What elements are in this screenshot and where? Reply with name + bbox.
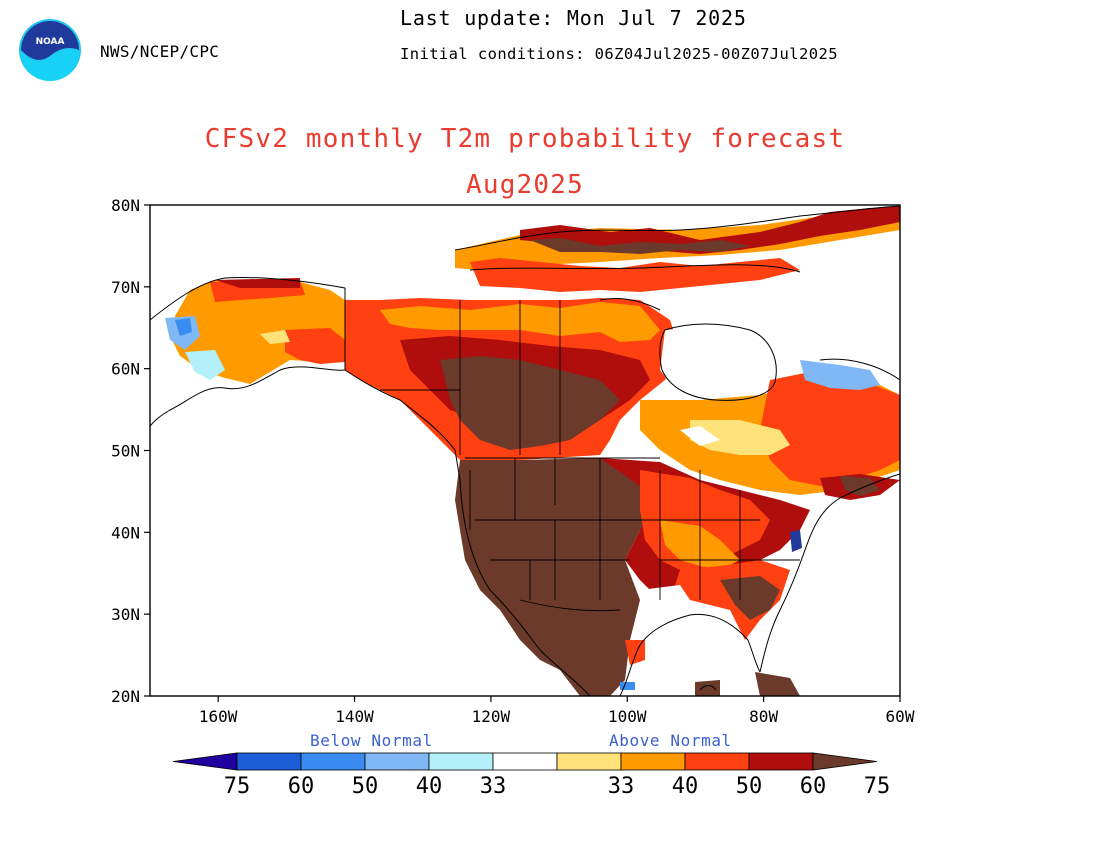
colorbar-tick-label: 40 [416, 774, 443, 799]
colorbar-tick-label: 33 [480, 774, 507, 799]
lat-label: 20N [111, 687, 140, 706]
colorbar-tick-label: 40 [672, 774, 699, 799]
lat-label: 50N [111, 442, 140, 461]
lat-label: 80N [111, 196, 140, 215]
axis-ticks [144, 204, 901, 702]
below-40-swatch [364, 752, 430, 771]
colorbar-tick-label: 75 [224, 774, 251, 799]
colorbar-tick-label: 50 [352, 774, 379, 799]
coastlines [150, 205, 900, 696]
above-60-swatch [748, 752, 814, 771]
lon-label: 140W [335, 707, 374, 726]
latitude-labels: 80N 70N 60N 50N 40N 30N 20N [111, 196, 140, 706]
colorbar-tick-label: 75 [864, 774, 891, 799]
agency-name: NWS/NCEP/CPC [100, 42, 220, 61]
lon-label: 60W [886, 707, 915, 726]
longitude-labels: 160W 140W 120W 100W 80W 60W [199, 707, 915, 726]
lat-label: 30N [111, 605, 140, 624]
lat-label: 40N [111, 523, 140, 542]
below-normal-label: Below Normal [310, 731, 433, 750]
colorbar-tick-label: 50 [736, 774, 763, 799]
above-75-swatch [812, 752, 878, 771]
colorbar-tick-label: 60 [800, 774, 827, 799]
lon-label: 160W [199, 707, 238, 726]
map-title: CFSv2 monthly T2m probability forecast [204, 124, 846, 154]
colorbar-tick-label: 33 [608, 774, 635, 799]
above-33-swatch [556, 752, 622, 771]
below-75-swatch [172, 752, 238, 771]
map-subtitle: Aug2025 [466, 170, 584, 200]
colorbar [172, 752, 878, 771]
lon-label: 100W [608, 707, 647, 726]
initial-conditions-text: Initial conditions: 06Z04Jul2025-00Z07Ju… [400, 45, 838, 63]
map-content [150, 205, 900, 696]
below-33-swatch [428, 752, 494, 771]
noaa-logo: NOAA [19, 19, 81, 81]
colorbar-tick-label: 60 [288, 774, 315, 799]
normal-swatch [492, 752, 558, 771]
above-normal-label: Above Normal [609, 731, 732, 750]
above-50-swatch [684, 752, 750, 771]
last-update-text: Last update: Mon Jul 7 2025 [400, 6, 747, 30]
logo-text: NOAA [36, 37, 65, 47]
below-60-swatch [236, 752, 302, 771]
above-40-swatch [620, 752, 686, 771]
lat-label: 60N [111, 360, 140, 379]
lat-label: 70N [111, 278, 140, 297]
forecast-shading [165, 206, 900, 696]
lon-label: 80W [749, 707, 778, 726]
political-boundaries [344, 288, 800, 612]
below-50-swatch [300, 752, 366, 771]
colorbar-tick-labels: 75 60 50 40 33 33 40 50 60 75 [224, 774, 891, 799]
lon-label: 120W [472, 707, 511, 726]
